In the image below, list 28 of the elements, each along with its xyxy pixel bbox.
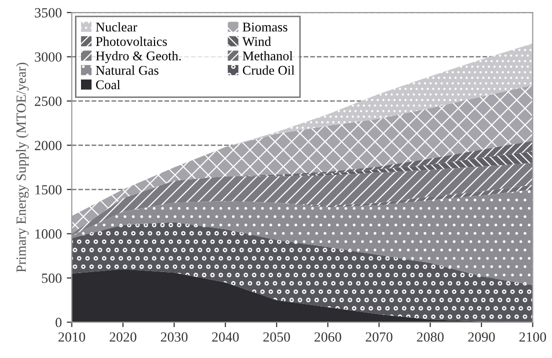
y-tick-label: 1000 <box>35 229 62 239</box>
legend-label: Photovoltaics <box>96 36 167 46</box>
legend-label: Wind <box>242 36 271 46</box>
x-tick-label: 2080 <box>416 332 444 342</box>
y-tick-label: 3000 <box>34 52 62 62</box>
x-tick-label: 2010 <box>58 332 86 342</box>
y-tick-label: 0 <box>56 318 62 328</box>
x-tick-label: 2020 <box>110 332 136 342</box>
y-axis-title: Primary Energy Supply (MTOE/year) <box>16 62 29 272</box>
legend-label: Biomass <box>242 22 288 32</box>
legend-label: Nuclear <box>96 22 138 32</box>
x-tick-label: 2070 <box>366 332 392 342</box>
legend-label: Methanol <box>242 51 293 60</box>
y-tick-label: 2000 <box>34 140 62 150</box>
x-tick-label: 2030 <box>160 332 188 342</box>
legend-label: Crude Oil <box>242 66 294 75</box>
y-tick-label: 1500 <box>35 185 62 194</box>
x-tick-label: 2100 <box>519 332 546 342</box>
y-tick-label: 2500 <box>34 96 62 106</box>
y-tick-label: 3500 <box>34 8 62 18</box>
legend-label: Hydro & Geoth. <box>96 51 181 64</box>
x-tick-label: 2060 <box>314 332 342 342</box>
x-tick-label: 2050 <box>263 332 290 342</box>
x-tick-label: 2040 <box>212 332 239 342</box>
legend-label: Coal <box>96 80 120 90</box>
legend-label: Natural Gas <box>96 66 158 75</box>
x-tick-label: 2090 <box>468 332 495 342</box>
y-tick-label: 500 <box>42 274 62 283</box>
